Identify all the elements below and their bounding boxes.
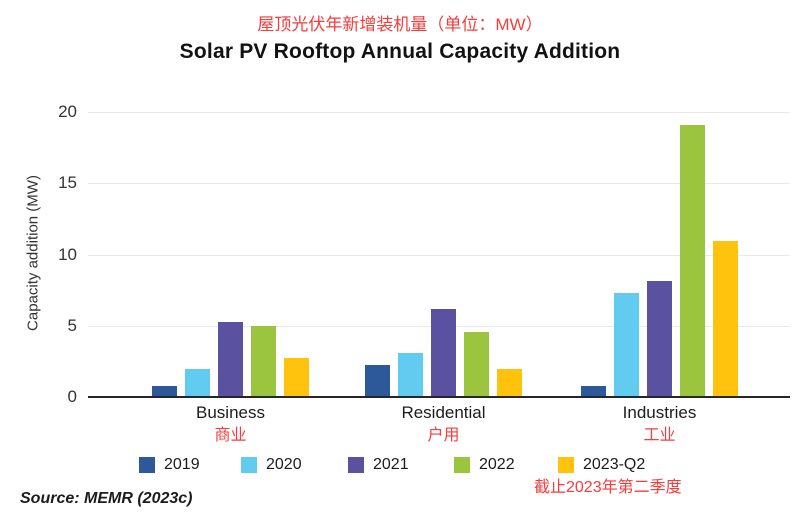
y-tick-10: 10 [58, 244, 77, 264]
legend-label-2022: 2022 [479, 455, 515, 473]
bar-2020-residential [398, 353, 423, 396]
legend-label-2019: 2019 [164, 455, 200, 473]
gridline-10 [88, 254, 790, 256]
bar-2019-industries [581, 386, 606, 396]
x-axis-line [88, 396, 790, 398]
category-label-residential: Residential [401, 403, 486, 422]
category-label-business: Business [196, 403, 265, 422]
y-tick-20: 20 [58, 102, 77, 121]
bar-2021-industries [647, 280, 672, 396]
chart-subtitle-zh: 屋顶光伏年新增装机量（单位：MW） [257, 15, 543, 34]
legend-item-2023-q2: 2023-Q2 [558, 456, 645, 473]
legend-label-2020: 2020 [266, 455, 302, 473]
bar-2022-residential [464, 331, 489, 396]
bar-2023-q2-business [284, 357, 309, 396]
bar-2022-industries [680, 125, 705, 396]
bar-2023-q2-residential [497, 368, 522, 396]
legend-item-2019: 2019 [139, 456, 200, 473]
legend-label-2021: 2021 [373, 455, 409, 473]
legend-swatch-2022 [454, 456, 470, 473]
bar-2021-business [218, 321, 243, 396]
chart-title: Solar PV Rooftop Annual Capacity Additio… [179, 39, 621, 63]
gridline-15 [88, 183, 790, 185]
legend-item-2021: 2021 [348, 456, 409, 473]
legend-swatch-2019 [139, 456, 155, 473]
gridline-20 [88, 112, 790, 113]
bar-2020-industries [614, 293, 639, 396]
legend-label-2023-q2: 2023-Q2 [583, 455, 646, 473]
legend-swatch-2023-q2 [558, 456, 574, 473]
legend-swatch-2020 [241, 456, 257, 473]
legend-swatch-2021 [348, 456, 364, 473]
y-tick-5: 5 [67, 315, 77, 335]
category-label-zh-business: 商业 [214, 427, 247, 444]
bar-group-business [152, 321, 309, 396]
legend-note-zh: 截止2023年第二季度 [534, 479, 682, 496]
category-label-zh-industries: 工业 [643, 427, 676, 444]
y-tick-0: 0 [67, 387, 77, 406]
bar-2019-residential [365, 364, 390, 396]
category-label-industries: Industries [622, 403, 697, 422]
bar-2022-business [251, 326, 276, 396]
bar-group-industries [581, 125, 738, 396]
bar-2019-business [152, 386, 177, 396]
legend-item-2022: 2022 [454, 456, 515, 473]
source-note: Source: MEMR (2023c) [20, 490, 193, 507]
plot-area [88, 112, 790, 398]
bar-2021-residential [431, 309, 456, 396]
category-label-zh-residential: 户用 [427, 427, 460, 444]
bar-2023-q2-industries [713, 240, 738, 396]
bar-group-residential [365, 309, 522, 396]
y-tick-15: 15 [58, 173, 77, 193]
legend-item-2020: 2020 [241, 456, 302, 473]
bar-2020-business [185, 368, 210, 396]
